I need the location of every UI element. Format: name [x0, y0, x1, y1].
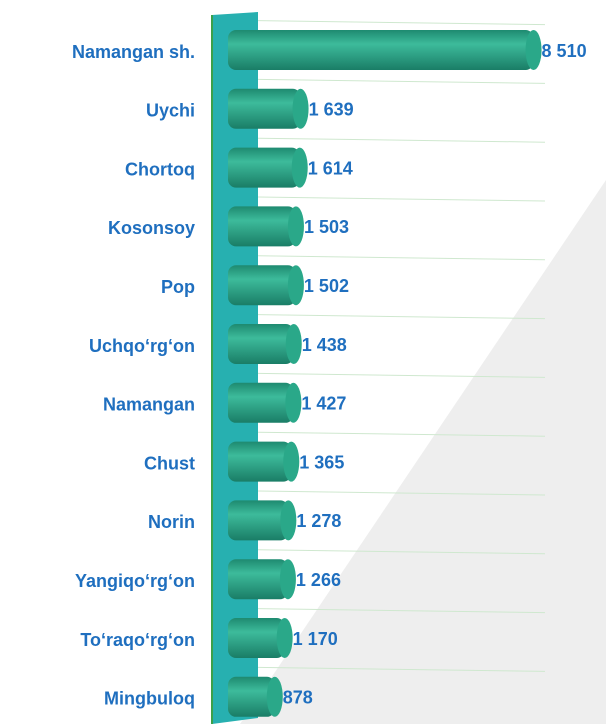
value-label: 878	[283, 688, 313, 708]
grid-line-decor	[257, 608, 546, 614]
category-label: Uchqo‘rg‘on	[89, 336, 195, 356]
value-label: 1 365	[299, 452, 344, 472]
bar	[228, 500, 289, 541]
bar	[228, 30, 534, 70]
bar	[228, 441, 292, 482]
grid-line-decor	[257, 372, 546, 378]
category-label: Namangan sh.	[72, 42, 195, 62]
bar-cap	[287, 206, 304, 247]
category-label: Mingbuloq	[104, 689, 195, 709]
grid-line-decor	[257, 666, 546, 672]
grid-line-decor	[257, 196, 546, 202]
value-label: 1 502	[304, 276, 349, 296]
bar	[228, 676, 275, 717]
value-label: 1 170	[293, 629, 338, 649]
value-label: 1 503	[304, 217, 349, 237]
grid	[257, 20, 546, 672]
bar	[228, 147, 300, 188]
bar-cap	[285, 382, 302, 423]
value-label: 1 266	[296, 570, 341, 590]
category-label: Chortoq	[125, 159, 195, 179]
value-label: 8 510	[542, 41, 587, 61]
bar	[228, 382, 294, 423]
plot: Namangan sh. 8 510 Uychi 1 639 Chortoq 1 614 K…	[72, 30, 587, 717]
bar-cap	[287, 265, 304, 306]
bar-cap	[292, 88, 309, 129]
grid-line-decor	[257, 431, 546, 437]
bar	[228, 88, 301, 129]
value-label: 1 438	[302, 335, 347, 355]
bar-cap	[280, 500, 297, 541]
grid-line-decor	[257, 549, 546, 555]
value-label: 1 614	[308, 158, 353, 178]
bar-cap	[291, 147, 308, 188]
grid-line-decor	[257, 255, 546, 261]
bar-cap	[279, 559, 296, 600]
category-label: To‘raqo‘rg‘on	[80, 630, 195, 650]
value-label: 1 427	[301, 394, 346, 414]
bar	[228, 559, 288, 600]
category-label: Kosonsoy	[108, 218, 195, 238]
grid-line-decor	[257, 490, 546, 496]
bar-cap	[276, 618, 293, 658]
grid-line-decor	[257, 20, 546, 26]
category-label: Pop	[161, 277, 195, 297]
bar	[228, 618, 285, 658]
grid-line-decor	[257, 78, 546, 84]
bar-cap	[266, 676, 283, 717]
bar	[228, 265, 296, 306]
value-label: 1 278	[296, 511, 341, 531]
category-label: Yangiqo‘rg‘on	[75, 571, 195, 591]
background-shape	[240, 180, 606, 724]
grid-line-decor	[257, 314, 546, 320]
value-label: 1 639	[309, 100, 354, 120]
bar-cap	[285, 324, 302, 364]
grid-line-decor	[257, 137, 546, 143]
axis-wall	[212, 12, 258, 724]
bar	[228, 324, 294, 364]
bar-cap	[525, 30, 542, 70]
bar	[228, 206, 296, 247]
category-label: Chust	[144, 453, 195, 473]
category-label: Uychi	[146, 101, 195, 121]
category-label: Norin	[148, 512, 195, 532]
bar-cap	[283, 441, 300, 482]
category-label: Namangan	[103, 395, 195, 415]
